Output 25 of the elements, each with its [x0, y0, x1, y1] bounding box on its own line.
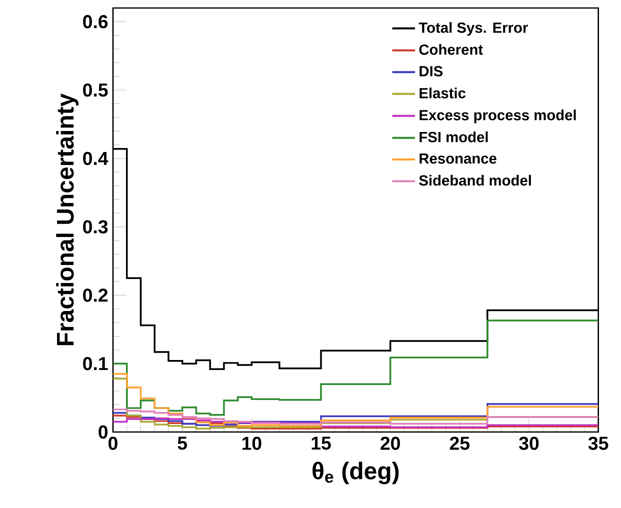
legend-label: Sideband model: [419, 174, 531, 186]
x-tick-label: 15: [312, 436, 331, 450]
x-tick-label: 5: [178, 436, 188, 450]
legend-label: Resonance: [420, 153, 496, 164]
legend-label: Elastic: [420, 88, 466, 98]
legend-label: Excess process model: [420, 110, 576, 124]
x-tick-label: 35: [588, 436, 608, 450]
y-tick-label: 0.6: [83, 15, 108, 28]
y-tick-label: 0.2: [83, 288, 108, 302]
x-axis-title: θ$_{e}$ (deg): [312, 462, 399, 484]
y-tick-label: 0.3: [83, 220, 108, 234]
legend-label: Coherent: [419, 44, 483, 55]
legend-label: FSI model: [420, 132, 488, 142]
y-tick-label: 0.5: [83, 83, 108, 97]
y-tick-label: 0: [98, 425, 108, 439]
y-tick-label: 0.4: [83, 152, 108, 166]
x-tick-label: 25: [450, 436, 470, 450]
y-tick-label: 0.1: [83, 356, 108, 370]
x-tick-label: 30: [519, 436, 539, 450]
y-axis-title: Fractional Uncertainty: [56, 93, 79, 346]
x-tick-label: 10: [242, 436, 262, 450]
x-tick-label: 0: [108, 436, 118, 450]
legend-label: DIS: [420, 66, 443, 76]
x-tick-label: 20: [380, 436, 400, 450]
legend-label: Total Sys. Error: [418, 22, 528, 36]
